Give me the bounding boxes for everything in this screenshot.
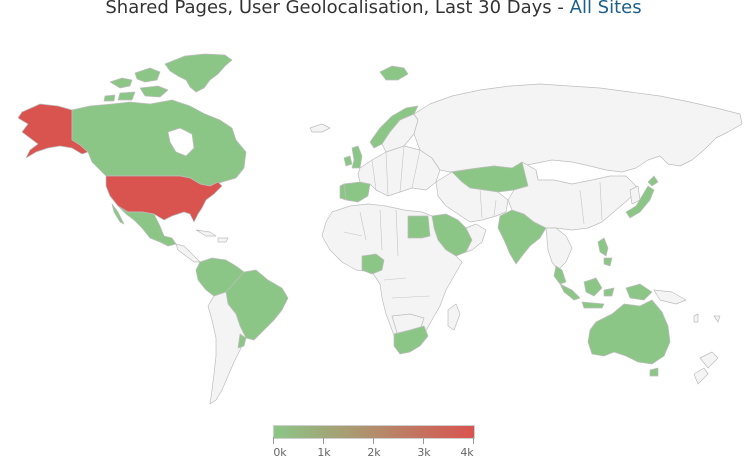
legend-tick (273, 437, 274, 444)
country-egypt[interactable] (407, 215, 431, 239)
country-australia[interactable] (587, 299, 671, 377)
color-scale-legend: 0k 1k 2k 3k 4k (273, 425, 475, 465)
legend-tick (473, 437, 474, 444)
country-central-america[interactable] (175, 243, 201, 263)
country-canada[interactable] (71, 99, 247, 187)
chile-coast (237, 333, 247, 349)
legend-label-4: 4k (460, 446, 474, 459)
country-indonesia[interactable] (559, 277, 653, 309)
legend-tick (423, 437, 424, 444)
country-southeast-asia[interactable] (545, 227, 573, 271)
world-map (17, 53, 743, 405)
country-china[interactable] (507, 161, 637, 231)
country-arabia-other[interactable] (465, 223, 487, 253)
country-madagascar[interactable] (447, 303, 461, 331)
country-malaysia[interactable] (553, 265, 567, 285)
country-russia[interactable] (413, 83, 743, 173)
legend-label-0: 0k (273, 446, 287, 459)
country-canada-islands[interactable] (103, 67, 169, 102)
country-africa[interactable] (321, 203, 463, 351)
country-japan[interactable] (625, 175, 659, 219)
internal-borders (343, 145, 603, 299)
country-greenland[interactable] (164, 53, 233, 93)
legend-tick (323, 437, 324, 444)
country-philippines[interactable] (597, 237, 613, 267)
legend-gradient-bar (273, 425, 475, 439)
country-portugal[interactable] (339, 183, 347, 201)
country-new-zealand[interactable] (693, 351, 719, 385)
title-text: Shared Pages, User Geolocalisation, Last… (105, 0, 570, 18)
country-papua[interactable] (653, 289, 687, 305)
country-ireland[interactable] (343, 145, 363, 169)
country-europe[interactable] (357, 145, 441, 197)
country-pacific-islands[interactable] (693, 313, 721, 323)
country-south-america-other[interactable] (207, 291, 247, 405)
legend-label-2: 2k (367, 446, 381, 459)
map-title: Shared Pages, User Geolocalisation, Last… (0, 0, 747, 18)
legend-tick (373, 437, 374, 444)
legend-label-1: 1k (317, 446, 331, 459)
country-south-africa[interactable] (393, 325, 429, 355)
hudson-bay (167, 127, 195, 157)
country-caribbean[interactable] (195, 229, 229, 243)
country-spain[interactable] (343, 181, 371, 203)
country-svalbard[interactable] (379, 65, 409, 81)
country-iceland[interactable] (309, 123, 331, 133)
all-sites-link[interactable]: All Sites (569, 0, 642, 18)
country-middle-east[interactable] (435, 171, 509, 223)
country-nigeria[interactable] (361, 253, 385, 275)
legend-label-3: 3k (417, 446, 431, 459)
